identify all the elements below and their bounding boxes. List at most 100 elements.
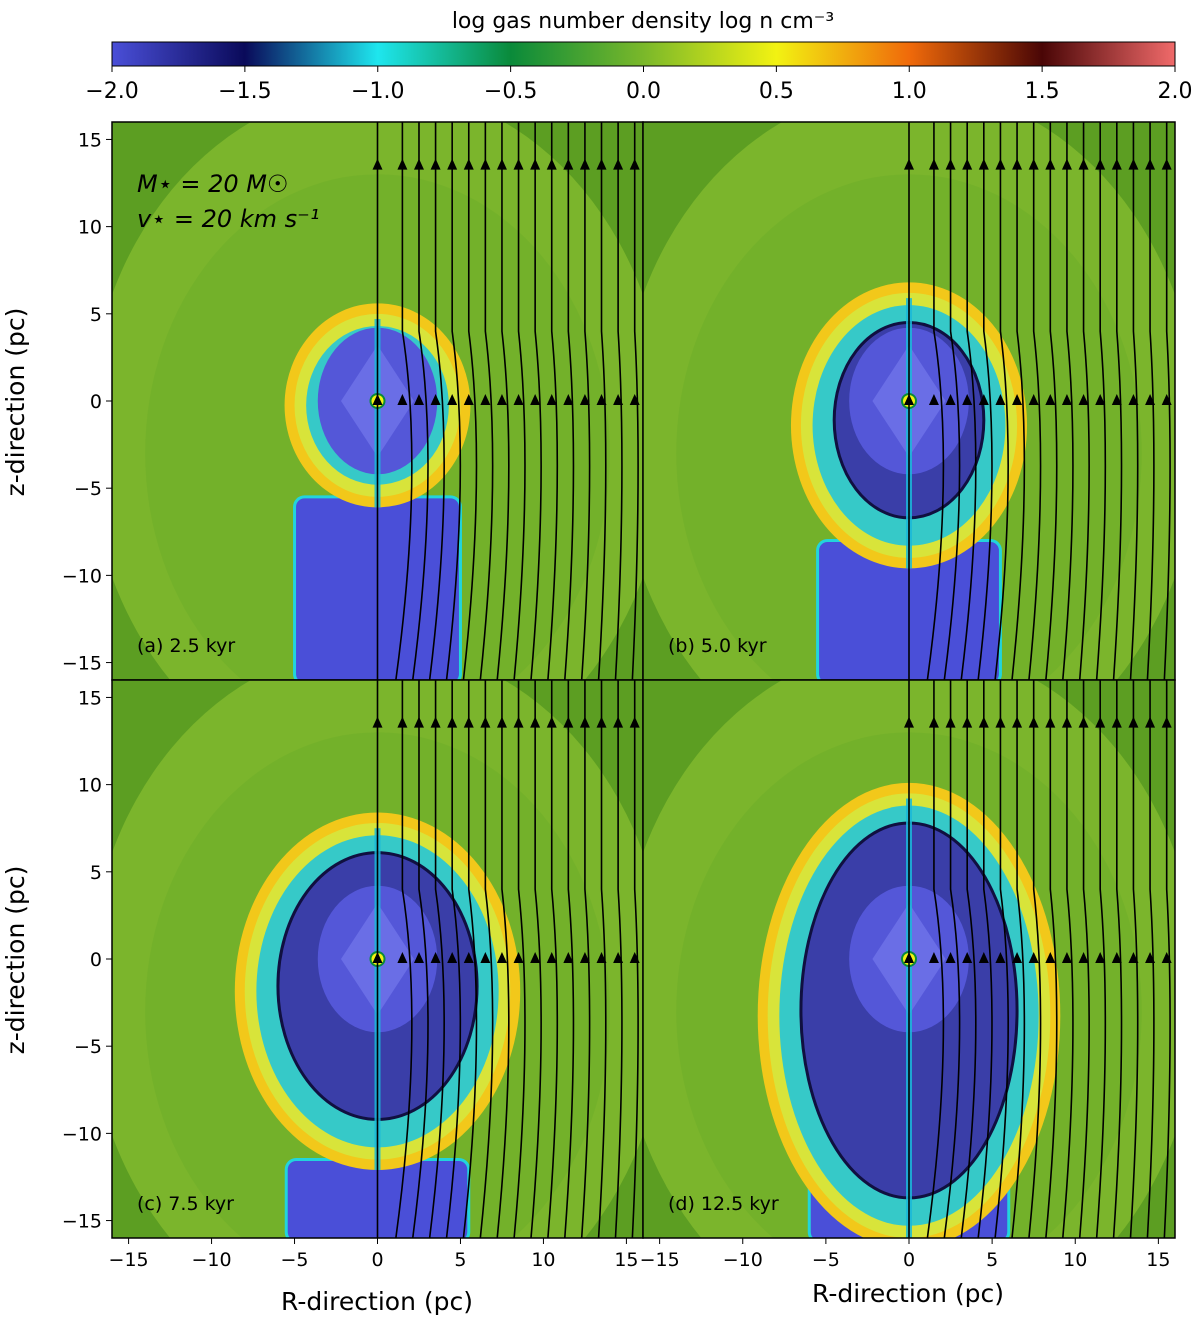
- streamline-arrow: [1061, 716, 1072, 728]
- panel-label: (d) 12.5 kyr: [668, 1193, 779, 1215]
- panel-b: (b) 5.0 kyr: [642, 121, 1176, 681]
- streamline-arrow: [1111, 952, 1122, 963]
- streamline-arrow: [563, 716, 574, 728]
- x-tick-label: 15: [614, 1249, 638, 1271]
- streamline-arrow: [546, 716, 557, 728]
- streamline-arrow: [1145, 158, 1156, 170]
- streamline-arrow: [496, 158, 507, 170]
- x-tick-label: −10: [192, 1249, 232, 1271]
- streamline-arrow: [413, 716, 424, 728]
- streamline-arrow: [413, 952, 424, 963]
- streamline-arrow: [397, 158, 408, 170]
- colorbar-tick-label: −0.5: [484, 79, 537, 104]
- y-axis-title-bottom: z-direction (pc): [1, 866, 30, 1055]
- streamline-arrow: [962, 394, 973, 405]
- x-tick-label: 10: [531, 1249, 555, 1271]
- streamline-arrow: [1111, 394, 1122, 405]
- streamline: [428, 680, 445, 1238]
- streamline: [1028, 122, 1042, 680]
- streamline: [994, 680, 1009, 1238]
- streamline: [613, 680, 624, 1238]
- streamline-arrow: [513, 952, 524, 963]
- streamline: [462, 122, 478, 680]
- streamline-arrow: [1045, 716, 1056, 728]
- streamline-arrow: [1045, 158, 1056, 170]
- x-tick-label: −5: [281, 1249, 309, 1271]
- x-tick-label: −5: [812, 1249, 840, 1271]
- streamline-arrow: [1095, 394, 1106, 405]
- streamline-arrow: [496, 952, 507, 963]
- streamline-arrow: [413, 158, 424, 170]
- streamline: [479, 122, 494, 680]
- y-tick-label: 10: [78, 217, 102, 239]
- streamline-arrow: [596, 394, 607, 405]
- streamline-arrow: [1012, 158, 1023, 170]
- streamline-arrow: [563, 158, 574, 170]
- streamline-arrow: [413, 394, 424, 405]
- streamline-arrow: [1161, 394, 1172, 405]
- x-axis-title-left: R-direction (pc): [281, 1287, 473, 1316]
- streamline: [411, 122, 429, 680]
- streamline-arrow: [430, 394, 441, 405]
- streamline-arrow: [430, 158, 441, 170]
- streamline: [1161, 680, 1172, 1238]
- streamline-arrow: [563, 394, 574, 405]
- colorbar-tick-label: 1.5: [1025, 79, 1060, 104]
- streamline-arrow: [1061, 952, 1072, 963]
- streamline: [904, 122, 914, 680]
- streamline: [428, 122, 445, 680]
- streamline-arrow: [579, 952, 590, 963]
- streamline: [496, 122, 510, 680]
- y-axis-title-top: z-direction (pc): [1, 308, 30, 497]
- streamline-arrow: [397, 394, 408, 405]
- streamline-arrow: [1078, 158, 1089, 170]
- streamline-arrow: [579, 158, 590, 170]
- streamline: [513, 122, 526, 680]
- streamline-arrow: [945, 394, 956, 405]
- streamline: [1111, 680, 1123, 1238]
- streamline-arrow: [1095, 716, 1106, 728]
- streamline: [1145, 680, 1156, 1238]
- streamline-arrow: [928, 716, 939, 728]
- panel-a: (a) 2.5 kyr 15 10 5 0 −5 −10 −15: [62, 121, 644, 681]
- streamline: [462, 680, 478, 1238]
- streamline-arrow: [546, 952, 557, 963]
- x-tick-label: −15: [640, 1249, 680, 1271]
- streamline: [479, 680, 494, 1238]
- streamline-arrow: [1095, 158, 1106, 170]
- streamline-arrow: [579, 716, 590, 728]
- panel-label: (a) 2.5 kyr: [137, 635, 235, 657]
- streamline: [1111, 122, 1123, 680]
- streamline: [372, 680, 383, 1238]
- y-tick-label: 15: [78, 687, 102, 709]
- streamline-arrow: [1095, 952, 1106, 963]
- x-tick-label: −15: [109, 1249, 149, 1271]
- streamline-arrow: [962, 952, 973, 963]
- colorbar: [111, 41, 1176, 67]
- colorbar-tick-label: −1.5: [218, 79, 271, 104]
- streamline-arrow: [1145, 394, 1156, 405]
- streamline: [1128, 122, 1139, 680]
- y-tick-label: 0: [90, 391, 102, 413]
- streamline-arrow: [596, 158, 607, 170]
- streamline-arrow: [579, 394, 590, 405]
- streamline: [926, 680, 945, 1238]
- streamline: [513, 680, 526, 1238]
- streamline-arrow: [596, 952, 607, 963]
- streamline-arrow: [1012, 716, 1023, 728]
- streamline-arrow: [995, 394, 1006, 405]
- streamline: [530, 680, 542, 1238]
- x-axis-title-right: R-direction (pc): [812, 1279, 1004, 1308]
- streamline: [1095, 680, 1107, 1238]
- streamline: [960, 680, 977, 1238]
- streamline: [530, 122, 542, 680]
- streamline-arrow: [613, 716, 624, 728]
- streamline-arrow: [1078, 394, 1089, 405]
- streamline-arrow: [978, 952, 989, 963]
- x-tick-label: 10: [1063, 1249, 1087, 1271]
- streamline-arrow: [513, 716, 524, 728]
- annotation-mass: M⋆ = 20 M☉: [137, 170, 289, 198]
- streamline-arrow: [613, 952, 624, 963]
- panel-d: (d) 12.5 kyr −15 −10 −5 0 5 10 15: [640, 679, 1176, 1271]
